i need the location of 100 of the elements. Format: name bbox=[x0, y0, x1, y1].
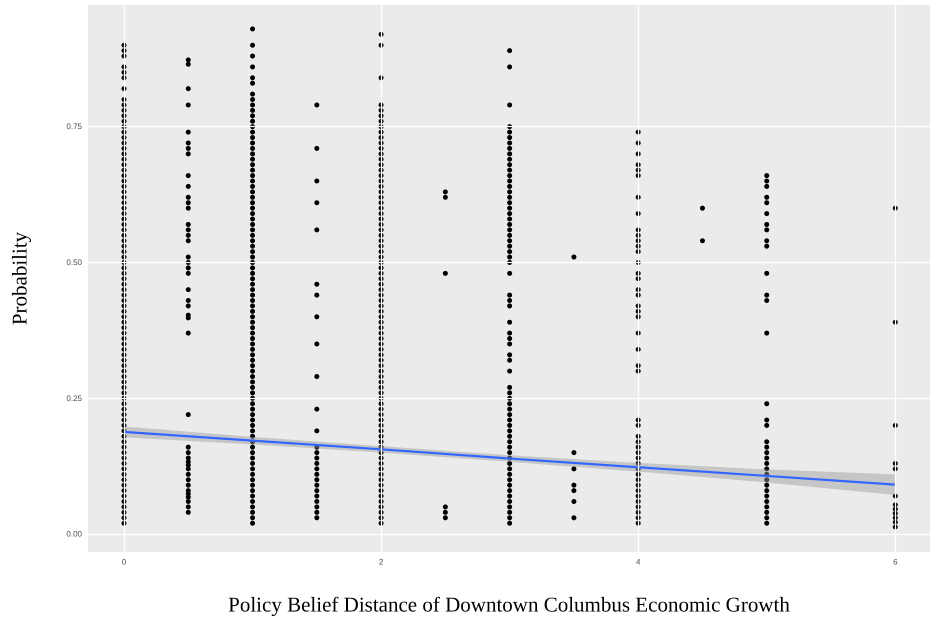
point bbox=[314, 460, 320, 466]
point bbox=[764, 439, 770, 444]
point bbox=[764, 422, 770, 428]
point bbox=[186, 498, 191, 504]
point bbox=[764, 173, 770, 178]
point bbox=[571, 450, 576, 456]
point bbox=[764, 238, 770, 244]
y-axis-title: Probability bbox=[8, 231, 32, 326]
point bbox=[186, 270, 191, 276]
point bbox=[314, 515, 320, 520]
point bbox=[764, 401, 770, 406]
x-tick-label: 0 bbox=[122, 558, 127, 566]
point bbox=[442, 504, 448, 510]
point bbox=[764, 270, 770, 276]
y-tick-label: 0.25 bbox=[66, 394, 83, 403]
point bbox=[186, 477, 191, 482]
point bbox=[764, 194, 770, 200]
point bbox=[186, 206, 191, 211]
point bbox=[764, 330, 770, 336]
point bbox=[186, 140, 191, 146]
point bbox=[186, 303, 191, 308]
point bbox=[764, 298, 770, 303]
x-tick-label: 6 bbox=[893, 558, 898, 566]
point bbox=[764, 466, 770, 472]
point bbox=[314, 494, 320, 499]
point bbox=[314, 456, 320, 461]
point bbox=[314, 482, 320, 488]
point bbox=[314, 466, 320, 472]
x-axis-title: Policy Belief Distance of Downtown Columbus Economic Growth bbox=[228, 592, 790, 616]
point bbox=[314, 102, 320, 108]
point bbox=[186, 102, 191, 108]
point bbox=[186, 130, 191, 135]
point bbox=[764, 520, 770, 526]
point bbox=[764, 515, 770, 520]
point bbox=[186, 254, 191, 260]
point bbox=[186, 146, 191, 151]
x-tick-label: 4 bbox=[636, 558, 641, 566]
point bbox=[186, 86, 191, 92]
point bbox=[314, 488, 320, 494]
point bbox=[764, 460, 770, 466]
point bbox=[571, 254, 576, 260]
point bbox=[764, 292, 770, 298]
point bbox=[314, 146, 320, 151]
point bbox=[186, 232, 191, 238]
point bbox=[442, 515, 448, 520]
point bbox=[442, 194, 448, 200]
y-tick-label: 0.00 bbox=[66, 530, 83, 539]
point bbox=[314, 472, 320, 477]
point bbox=[314, 341, 320, 346]
point bbox=[764, 494, 770, 499]
point bbox=[764, 184, 770, 189]
point bbox=[314, 178, 320, 184]
point bbox=[442, 270, 448, 276]
point bbox=[314, 428, 320, 434]
point bbox=[314, 282, 320, 287]
y-tick-label: 0.50 bbox=[66, 258, 83, 267]
point bbox=[186, 62, 191, 67]
point bbox=[571, 488, 576, 494]
point bbox=[314, 477, 320, 482]
point bbox=[186, 298, 191, 303]
point bbox=[186, 57, 191, 62]
point bbox=[186, 151, 191, 156]
point bbox=[186, 330, 191, 336]
point bbox=[186, 450, 191, 456]
point bbox=[186, 504, 191, 510]
point bbox=[571, 466, 576, 472]
point bbox=[764, 504, 770, 510]
x-tick-label: 2 bbox=[378, 558, 384, 566]
point bbox=[186, 444, 191, 450]
point bbox=[700, 238, 705, 244]
point bbox=[186, 173, 191, 178]
point bbox=[764, 227, 770, 232]
point bbox=[186, 238, 191, 244]
point bbox=[314, 510, 320, 515]
point bbox=[314, 200, 320, 206]
point bbox=[186, 472, 191, 477]
point bbox=[442, 510, 448, 515]
point bbox=[764, 450, 770, 456]
point bbox=[314, 504, 320, 510]
point bbox=[186, 287, 191, 292]
point bbox=[314, 406, 320, 412]
point bbox=[314, 498, 320, 504]
point bbox=[186, 265, 191, 270]
point bbox=[764, 488, 770, 494]
point bbox=[764, 244, 770, 249]
point bbox=[442, 189, 448, 194]
point bbox=[186, 222, 191, 227]
point bbox=[314, 292, 320, 298]
point bbox=[186, 510, 191, 515]
point bbox=[764, 477, 770, 482]
point bbox=[314, 314, 320, 320]
point bbox=[314, 227, 320, 232]
point bbox=[764, 456, 770, 461]
point bbox=[764, 510, 770, 515]
point bbox=[764, 178, 770, 184]
point bbox=[314, 450, 320, 456]
point bbox=[764, 444, 770, 450]
point bbox=[186, 184, 191, 189]
point bbox=[764, 498, 770, 504]
point bbox=[764, 200, 770, 206]
